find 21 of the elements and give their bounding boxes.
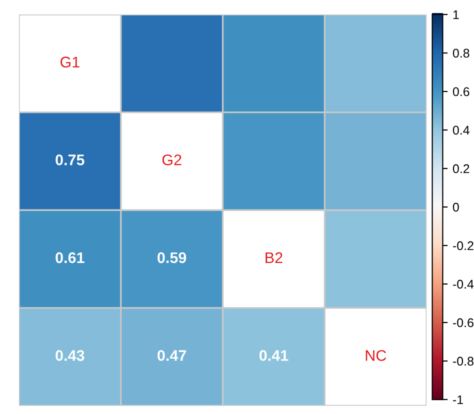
color-bar-label: -0.2 <box>452 241 474 250</box>
data-label: 0.47 <box>158 350 186 361</box>
text: G2 <box>162 154 182 166</box>
color-bar-label: -1 <box>452 395 463 404</box>
text: G1 <box>60 56 80 68</box>
color-bar-label: -0.6 <box>452 318 474 328</box>
data-label: 0.59 <box>158 252 186 264</box>
data-label: 0.75 <box>56 154 84 166</box>
color-bar-label: 0.2 <box>452 164 470 174</box>
text: NC <box>366 350 386 361</box>
data-label: 0.61 <box>56 252 84 264</box>
color-bar-label: 0.6 <box>452 87 470 96</box>
data-label: 0.41 <box>259 350 288 361</box>
color-bar-label: 0 <box>452 202 459 212</box>
color-bar-label: 1 <box>453 10 459 20</box>
color-bar-label: -0.8 <box>452 356 474 366</box>
text: B2 <box>266 252 282 263</box>
color-bar-label: 0.4 <box>452 126 470 135</box>
color-bar-label: 0.8 <box>452 48 470 58</box>
color-bar-label: -0.4 <box>452 280 474 289</box>
data-label: 0.43 <box>56 350 84 361</box>
